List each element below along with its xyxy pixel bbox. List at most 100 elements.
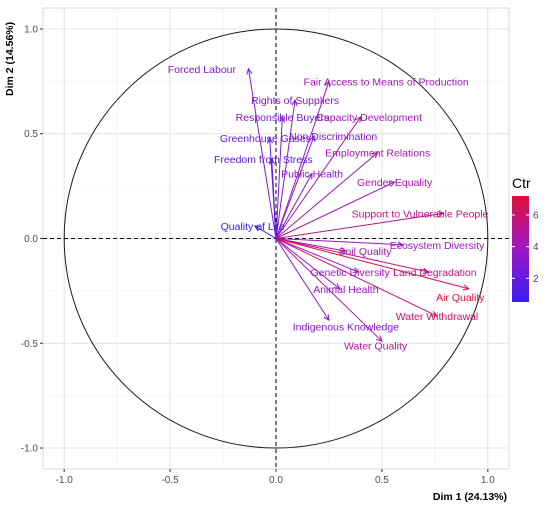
arrow-shaft	[275, 238, 383, 342]
legend-tick-label: 6	[533, 210, 539, 221]
variable-arrow	[275, 238, 383, 342]
arrow-shaft	[275, 238, 469, 290]
y-tick-label: -1.0	[21, 444, 39, 455]
legend-colorbar	[512, 196, 529, 302]
arrow-head	[437, 211, 445, 218]
variable-arrow	[275, 151, 379, 239]
variable-arrow	[275, 211, 445, 239]
y-tick-label: 0.5	[24, 129, 38, 140]
variable-label: Rights of Suppliers	[251, 95, 339, 107]
variable-label: Land Degradation	[393, 267, 477, 279]
x-tick-label: -1.0	[56, 475, 74, 486]
variable-arrows	[246, 67, 470, 342]
arrow-shaft	[275, 181, 395, 239]
arrow-head	[291, 99, 298, 107]
variable-arrow	[275, 80, 331, 239]
variable-arrow	[275, 238, 360, 273]
variable-label: Water Quality	[344, 340, 408, 352]
variable-label: Freedom from Stress	[214, 154, 313, 166]
variable-label: Employment Relations	[325, 148, 430, 160]
variable-arrow	[275, 134, 316, 239]
arrow-shaft	[275, 116, 362, 239]
variable-arrow	[268, 157, 277, 239]
arrow-shaft	[275, 238, 404, 246]
arrow-shaft	[271, 158, 277, 239]
arrow-head	[388, 181, 396, 187]
arrow-shaft	[275, 135, 315, 239]
variable-label: Non Discrimination	[289, 131, 377, 143]
arrow-shaft	[275, 238, 340, 290]
arrow-head	[306, 172, 313, 180]
variable-label: Support to Vulnerable People	[352, 208, 489, 220]
arrow-shaft	[275, 238, 359, 273]
arrow-shaft	[275, 238, 330, 321]
variable-label: Capacity Development	[316, 112, 422, 124]
variable-label: Soil Quality	[338, 246, 392, 258]
variable-label: Water Withdrawal	[396, 311, 478, 323]
variable-label: Public Health	[281, 169, 343, 181]
arrow-head	[253, 225, 261, 232]
y-tick-label: 0.0	[24, 234, 38, 245]
variable-arrow	[246, 67, 277, 239]
arrow-head	[376, 335, 383, 342]
variable-arrow	[275, 115, 286, 239]
arrow-head	[462, 284, 470, 291]
x-tick-label: -0.5	[161, 475, 179, 486]
x-tick-label: 0.0	[269, 475, 283, 486]
variable-label: Air Quality	[436, 292, 485, 304]
legend-tick-label: 4	[533, 242, 539, 253]
x-tick-label: 1.0	[481, 475, 495, 486]
variable-labels: Forced Labour Fair Access to Means of Pro…	[168, 64, 489, 353]
variable-arrow	[275, 238, 330, 322]
variable-label: Animal Health	[313, 284, 379, 296]
axis-ticks: -1.0 -0.5 0.0 0.5 1.0 -1.0 -0.5 0.0 0.5 1.0	[21, 24, 495, 486]
arrow-head	[371, 151, 379, 159]
variable-label: Gender Equality	[357, 177, 433, 189]
arrow-shaft	[275, 238, 438, 317]
arrow-shaft	[275, 100, 296, 239]
arrow-head	[279, 115, 286, 123]
x-axis-title: Dim 1 (24.13%)	[433, 491, 507, 503]
variable-arrow	[275, 238, 341, 290]
variable-arrow	[275, 238, 405, 248]
variable-label: Greenhouse Gases	[220, 133, 311, 145]
variable-label: Forced Labour	[168, 64, 237, 76]
arrow-head	[309, 134, 316, 142]
variable-arrow	[275, 238, 470, 291]
variable-arrow	[275, 116, 362, 239]
y-tick-label: 1.0	[24, 24, 38, 35]
arrow-shaft	[275, 173, 313, 239]
legend-title: Ctr	[512, 175, 531, 191]
arrow-shaft	[254, 225, 277, 239]
variable-label: Indigenous Knowledge	[293, 322, 399, 334]
variable-label: Fair Access to Means of Production	[304, 76, 469, 88]
arrow-head	[430, 311, 439, 317]
arrow-shaft	[275, 81, 330, 239]
variable-arrow	[253, 225, 277, 239]
x-tick-label: 0.5	[375, 475, 389, 486]
arrow-head	[246, 67, 253, 75]
variable-arrow	[275, 172, 313, 239]
arrow-head	[268, 157, 276, 165]
arrow-head	[333, 283, 341, 290]
arrow-shaft	[247, 68, 277, 239]
arrow-head	[323, 314, 330, 322]
arrow-head	[355, 116, 362, 123]
arrow-head	[324, 80, 331, 88]
variable-label: Ecosystem Diversity	[390, 240, 485, 252]
legend-tick-label: 2	[533, 274, 539, 285]
arrow-shaft	[275, 238, 429, 273]
arrow-head	[422, 267, 430, 274]
variable-arrow	[275, 99, 298, 239]
variable-arrow	[275, 238, 439, 317]
y-tick-label: -0.5	[21, 339, 39, 350]
arrow-head	[339, 247, 348, 254]
variable-label: Quality of Life	[221, 221, 285, 233]
variable-arrow	[275, 181, 396, 239]
arrow-shaft	[275, 212, 444, 239]
variable-label: Genetic Diversity	[310, 267, 390, 279]
arrow-head	[266, 136, 274, 144]
arrow-shaft	[275, 152, 378, 239]
